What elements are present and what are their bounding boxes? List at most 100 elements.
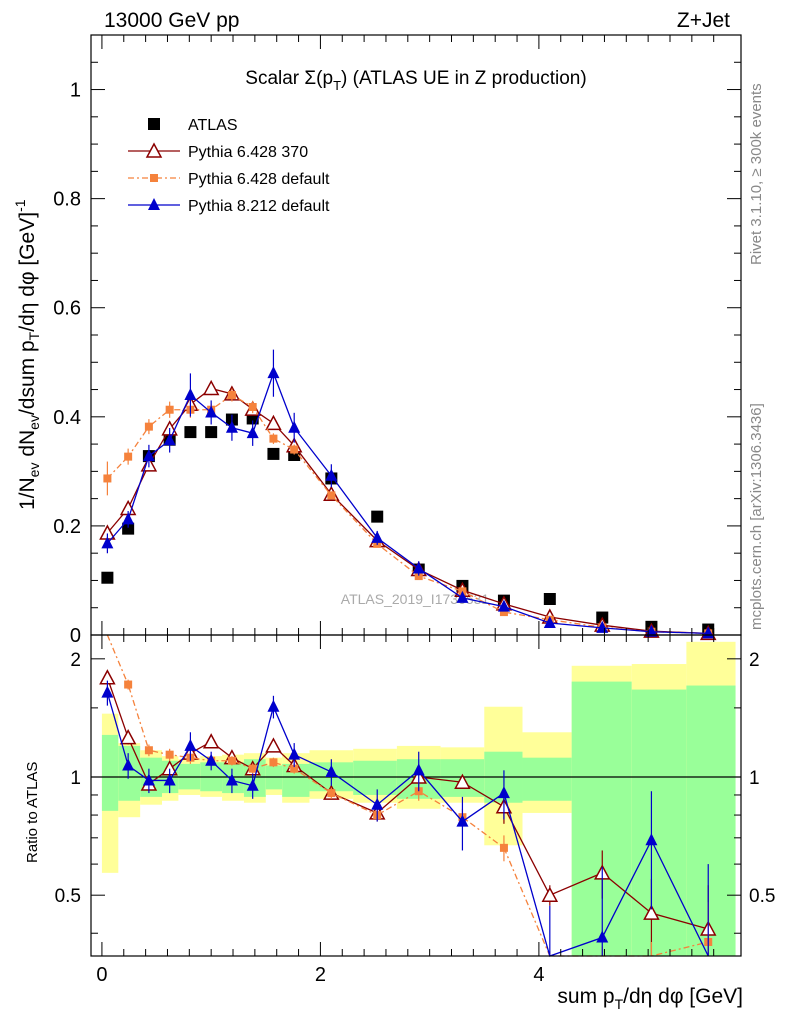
x-axis-label: sum pT/dη dφ [GeV] [557, 985, 743, 1012]
ratio-point [246, 778, 259, 791]
data-point [371, 510, 384, 523]
y-axis-label: 1/Nev dNev/dsum pT/dη dφ [GeV]-1 [12, 199, 42, 510]
process-label: Z+Jet [677, 9, 730, 32]
data-point [246, 412, 259, 425]
legend-entry-2: Pythia 6.428 default [128, 171, 330, 188]
ratio-point [144, 746, 153, 755]
data-point [543, 616, 556, 628]
legend-entry-1: Pythia 6.428 370 [128, 142, 308, 161]
x-tick-label: 4 [533, 964, 544, 986]
y-tick-label: 0.4 [53, 407, 81, 429]
data-point [101, 536, 114, 549]
ratio-plot-frame [90, 634, 742, 957]
data-point [101, 571, 114, 584]
ratio-tick-label-right: 2 [749, 650, 760, 671]
legend-marker [145, 142, 163, 158]
ratio-point [327, 789, 336, 798]
ratio-point [165, 750, 174, 759]
ratio-point [101, 685, 114, 698]
ratio-y-axis-label: Ratio to ATLAS [24, 762, 41, 863]
data-point [246, 426, 259, 439]
ratio-point [412, 763, 425, 776]
y-tick-label: 0 [70, 625, 81, 647]
ratio-point [119, 729, 137, 745]
axis-tick-labels: 0 0.2 0.4 0.6 0.8 1 0 2 4 0.5 0.5 1 1 2 2 [53, 80, 775, 986]
x-tick-label: 2 [315, 964, 326, 986]
ratio-point [248, 764, 257, 773]
ratio-band-inner [101, 734, 119, 811]
energy-label: 13000 GeV pp [104, 9, 239, 32]
legend-marker [150, 174, 158, 182]
ratio-tick-label-right: 0.5 [749, 886, 775, 907]
ratio-point [202, 733, 220, 749]
data-point [543, 593, 556, 605]
data-point [227, 391, 236, 399]
legend-marker [148, 118, 160, 130]
data-point [184, 426, 197, 439]
data-point [290, 445, 299, 454]
ratio-point [645, 833, 658, 846]
data-point [205, 405, 218, 418]
ratio-point [122, 758, 135, 771]
ratio-point [499, 843, 508, 852]
ratio-tick-label-right: 1 [749, 768, 760, 789]
data-point [142, 449, 155, 462]
ratio-point [456, 814, 469, 827]
data-point [205, 426, 218, 439]
ratio-point [371, 797, 384, 810]
chart-title-rest: ) (ATLAS UE in Z production) [341, 68, 587, 89]
ratio-point [184, 738, 197, 751]
ratio-point [124, 680, 133, 689]
ratio-tick-label-left: 0.5 [55, 886, 81, 907]
data-point [184, 388, 197, 400]
data-point [248, 403, 257, 411]
chart-title-scalar: Scalar Σ(p [245, 68, 333, 89]
chart-title: Scalar Σ(pT) (ATLAS UE in Z production) [245, 68, 586, 93]
ratio-point [225, 773, 238, 786]
ratio-band-inner [686, 685, 736, 956]
data-point [412, 561, 425, 574]
data-point [124, 452, 133, 461]
ratio-point [290, 764, 299, 773]
legend-entry-3: Pythia 8.212 default [128, 198, 330, 215]
series-3 [101, 349, 715, 639]
ratio-point [269, 758, 278, 767]
ratio-point [227, 756, 236, 765]
ratio-point [497, 786, 510, 799]
ratio-point [205, 753, 218, 766]
data-point [122, 522, 135, 535]
data-point [269, 434, 278, 443]
x-tick-label: 0 [96, 964, 107, 986]
legend-label: Pythia 6.428 370 [188, 144, 308, 161]
ratio-point [325, 764, 338, 777]
legend: ATLAS Pythia 6.428 370 Pythia 6.428 defaul… [128, 117, 330, 215]
chart-title-subscript: T [333, 78, 341, 93]
y-tick-label: 0.6 [53, 298, 81, 320]
ratio-point [643, 904, 660, 920]
ratio-point [541, 886, 559, 902]
data-point [165, 405, 174, 414]
data-point [163, 433, 176, 446]
data-point [288, 420, 301, 433]
axis-ticks [91, 34, 741, 956]
ratio-point [596, 930, 609, 943]
data-point [225, 420, 238, 433]
y-tick-label: 0.2 [53, 516, 81, 538]
analysis-watermark: ATLAS_2019_I1736531 [341, 591, 490, 607]
ratio-band-inner [118, 745, 141, 801]
legend-marker [148, 198, 160, 210]
ratio-point [288, 747, 301, 760]
ratio-tick-label-left: 1 [70, 768, 81, 789]
ratio-point [142, 773, 155, 786]
legend-label: Pythia 6.428 default [188, 171, 330, 188]
data-point [103, 474, 112, 483]
data-point [414, 572, 423, 581]
ratio-band-inner [631, 689, 687, 956]
y-tick-label: 0.8 [53, 189, 81, 211]
rivet-label: Rivet 3.1.10, ≥ 300k events [748, 83, 765, 265]
legend-label: ATLAS [188, 117, 238, 134]
ratio-point [265, 737, 282, 753]
data-point [371, 530, 384, 543]
data-point [327, 491, 336, 500]
